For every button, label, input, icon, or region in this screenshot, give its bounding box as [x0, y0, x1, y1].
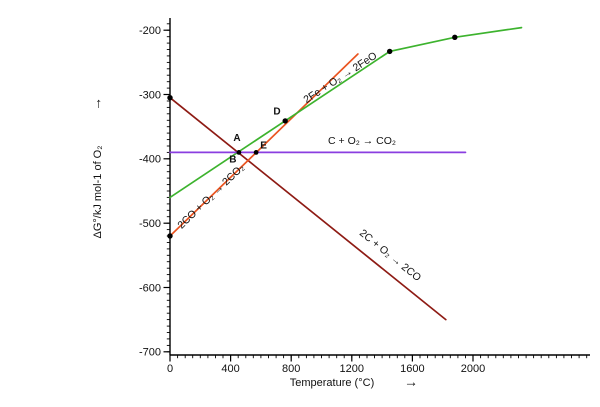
line-co-to-co2 [169, 53, 359, 237]
marker-iron-to-feo [282, 118, 288, 124]
y-tick-label: -600 [139, 282, 161, 294]
y-tick-label: -700 [139, 347, 161, 359]
x-tick-label: 1200 [340, 363, 364, 375]
marker-iron-to-feo [452, 34, 458, 40]
line-iron-to-feo [169, 26, 523, 199]
point-label-B: B [229, 155, 236, 166]
point-label-D: D [273, 107, 280, 118]
x-tick-label: 1600 [400, 363, 424, 375]
y-tick-label: -500 [139, 218, 161, 230]
x-tick-label: 0 [167, 363, 173, 375]
point-label-A: A [233, 133, 240, 144]
tick-labels: 0 400 800 1200 1600 2000 -700 -600 -500 -400 -300 -… [139, 25, 485, 375]
line-carbon-to-co [169, 96, 447, 321]
intersection-marker [253, 150, 259, 155]
reaction-label-co-to-co2: 2CO + O₂ → 2CO₂ [175, 162, 247, 232]
x-axis-arrow-icon: → [404, 374, 418, 390]
y-axis-arrow-icon: → [88, 97, 104, 111]
reaction-label-iron-to-feo: 2Fe + O₂ → 2FeO [301, 50, 379, 106]
axis-ticks [163, 23, 588, 362]
y-tick-label: -200 [139, 25, 161, 37]
x-axis-title: Temperature (°C) [290, 377, 374, 389]
series-lines [169, 26, 523, 321]
x-tick-label: 800 [282, 363, 300, 375]
marker-iron-to-feo [387, 48, 393, 55]
point-label-E: E [260, 141, 267, 152]
marker-carbon-to-co [167, 95, 173, 101]
intersection-marker [236, 150, 242, 155]
axes [169, 18, 590, 356]
x-tick-label: 2000 [461, 363, 485, 375]
data-point-markers [167, 34, 458, 239]
x-tick-label: 400 [221, 363, 239, 375]
y-tick-label: -400 [139, 154, 161, 166]
y-axis-title: ΔG°/kJ mol-1 of O₂ [92, 145, 104, 238]
reaction-label-carbon-to-co2: C + O₂ → CO₂ [328, 135, 396, 147]
marker-co-to-co2 [167, 233, 173, 239]
y-tick-label: -300 [139, 89, 161, 101]
